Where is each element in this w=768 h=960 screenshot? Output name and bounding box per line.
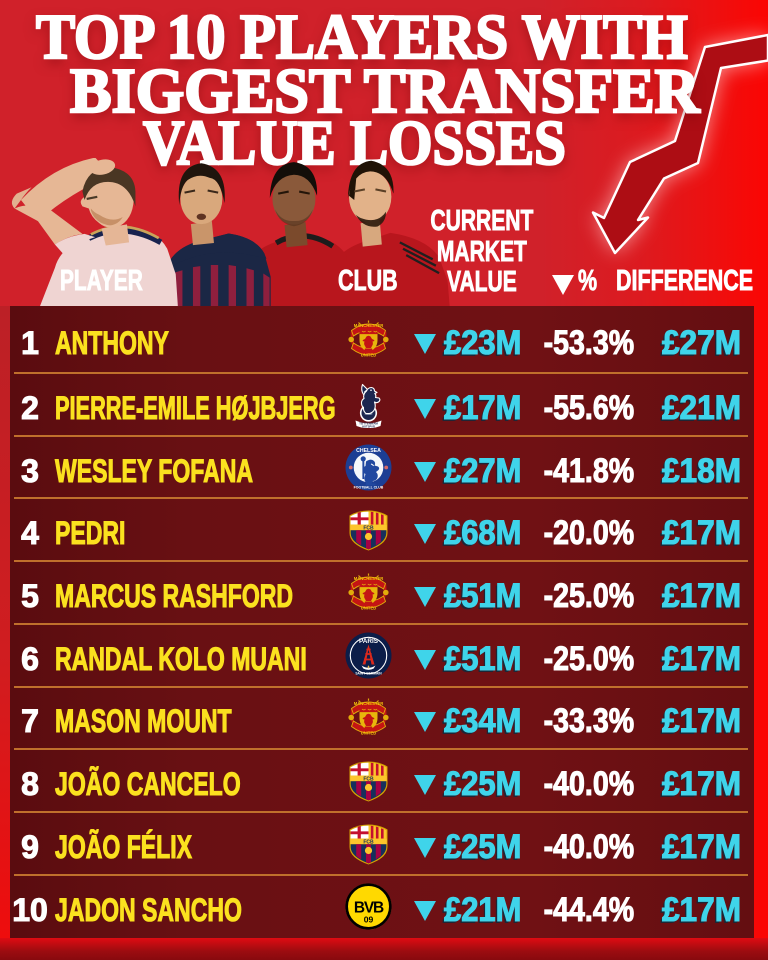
svg-text:SAINT-GERMAIN: SAINT-GERMAIN [355, 671, 382, 675]
svg-text:MANCHESTER: MANCHESTER [354, 701, 384, 706]
svg-text:09: 09 [364, 914, 374, 924]
svg-text:FOOTBALL CLUB: FOOTBALL CLUB [354, 485, 384, 489]
svg-text:HOTSPUR: HOTSPUR [362, 424, 375, 428]
svg-text:FCB: FCB [363, 776, 374, 782]
svg-text:UNITED: UNITED [361, 353, 377, 358]
svg-text:MANCHESTER: MANCHESTER [354, 323, 384, 328]
svg-text:PARIS: PARIS [359, 638, 379, 645]
svg-text:CHELSEA: CHELSEA [356, 447, 381, 453]
svg-text:BVB: BVB [354, 899, 384, 916]
svg-text:TOTTENHAM: TOTTENHAM [359, 421, 378, 425]
svg-text:FCB: FCB [363, 526, 374, 532]
svg-text:UNITED: UNITED [361, 606, 377, 611]
svg-text:UNITED: UNITED [361, 731, 377, 736]
svg-text:FCB: FCB [363, 839, 374, 845]
svg-text:MANCHESTER: MANCHESTER [354, 576, 384, 581]
